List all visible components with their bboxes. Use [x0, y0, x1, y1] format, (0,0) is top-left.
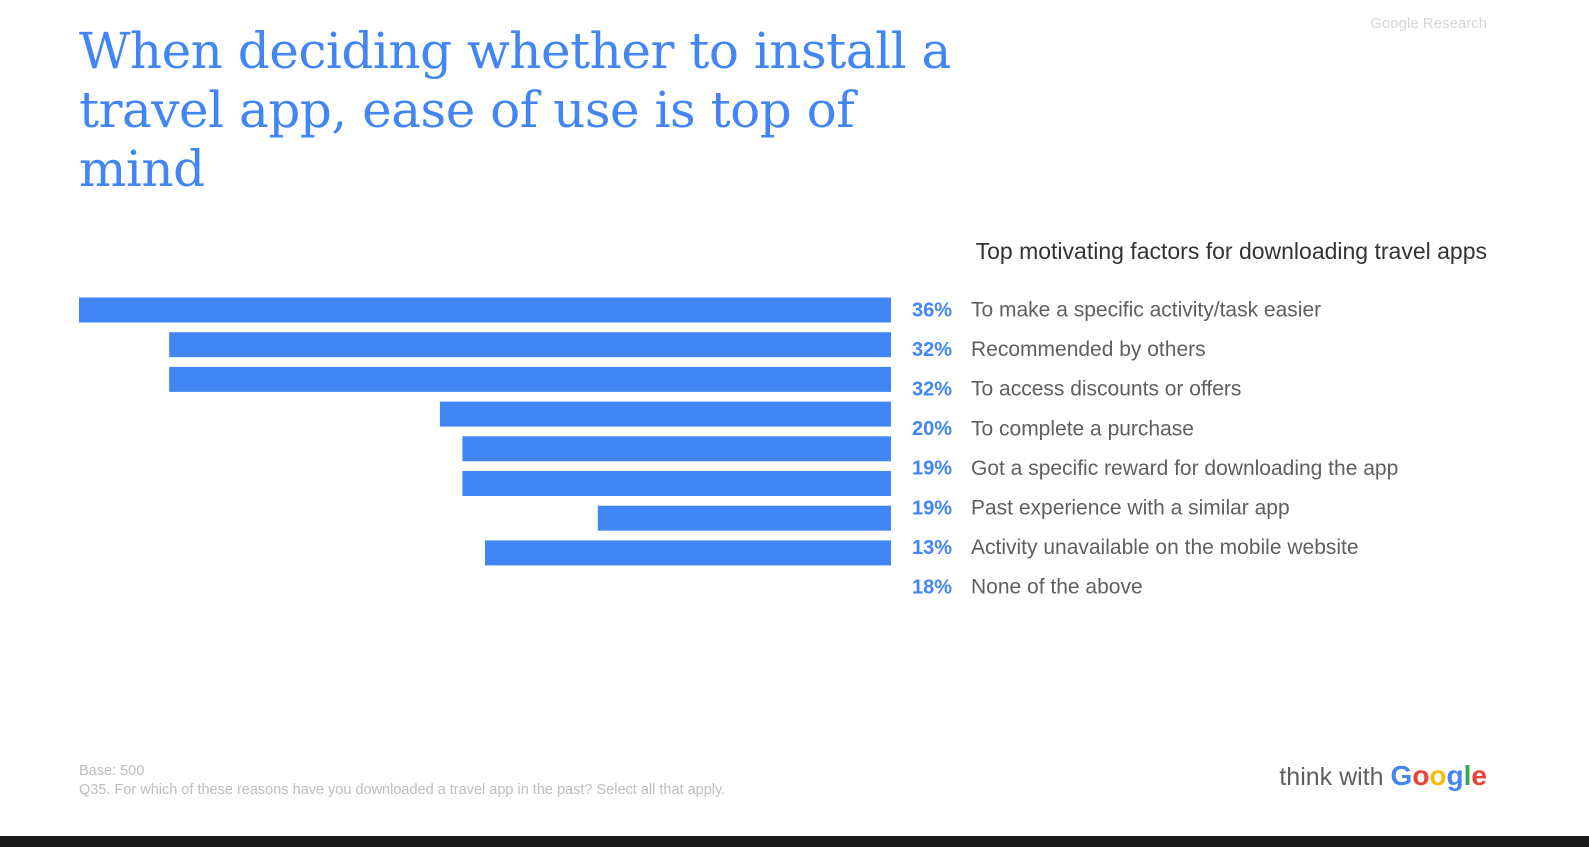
bottom-rule	[0, 836, 1589, 847]
bar	[597, 505, 891, 531]
category-label: Got a specific reward for downloading th…	[971, 457, 1398, 480]
footnote: Base: 500 Q35. For which of these reason…	[79, 762, 725, 800]
value-label: 36%	[912, 299, 952, 321]
think-with-google-logo: think with Google	[1279, 760, 1487, 792]
bar	[439, 401, 891, 427]
value-label: 13%	[912, 537, 952, 559]
category-label: None of the above	[971, 576, 1143, 599]
bar	[485, 540, 891, 566]
footnote-question: Q35. For which of these reasons have you…	[79, 782, 726, 798]
chart-title: Top motivating factors for downloading t…	[975, 238, 1487, 264]
brand-letter: o	[1412, 760, 1430, 791]
brand-letter: o	[1429, 760, 1447, 791]
bar	[169, 332, 891, 358]
category-label: To make a specific activity/task easier	[971, 299, 1321, 322]
value-label: 19%	[912, 497, 952, 519]
brand-letter: e	[1471, 760, 1487, 791]
value-label: 18%	[912, 576, 952, 598]
value-label: 19%	[912, 458, 952, 480]
category-label: Activity unavailable on the mobile websi…	[971, 536, 1359, 559]
brand-letter: l	[1463, 760, 1472, 791]
headline: When deciding whether to install a trave…	[79, 22, 951, 198]
value-label: 32%	[912, 378, 952, 400]
category-label: Recommended by others	[971, 338, 1206, 361]
value-label: 20%	[912, 418, 952, 440]
brand-google-wordmark: Google	[1390, 760, 1487, 791]
footnote-base: Base: 500	[79, 763, 145, 779]
value-label: 32%	[912, 339, 952, 361]
brand-letter: G	[1390, 760, 1413, 791]
bar	[462, 471, 891, 496]
bar	[169, 366, 891, 392]
category-label: To complete a purchase	[971, 417, 1194, 440]
bar	[79, 297, 891, 323]
category-label: To access discounts or offers	[971, 378, 1241, 401]
category-label: Past experience with a similar app	[971, 497, 1290, 520]
source-tag: Google Research	[1370, 15, 1487, 32]
bar	[462, 436, 891, 462]
brand-prefix: think with	[1279, 763, 1384, 791]
brand-letter: g	[1446, 760, 1464, 791]
